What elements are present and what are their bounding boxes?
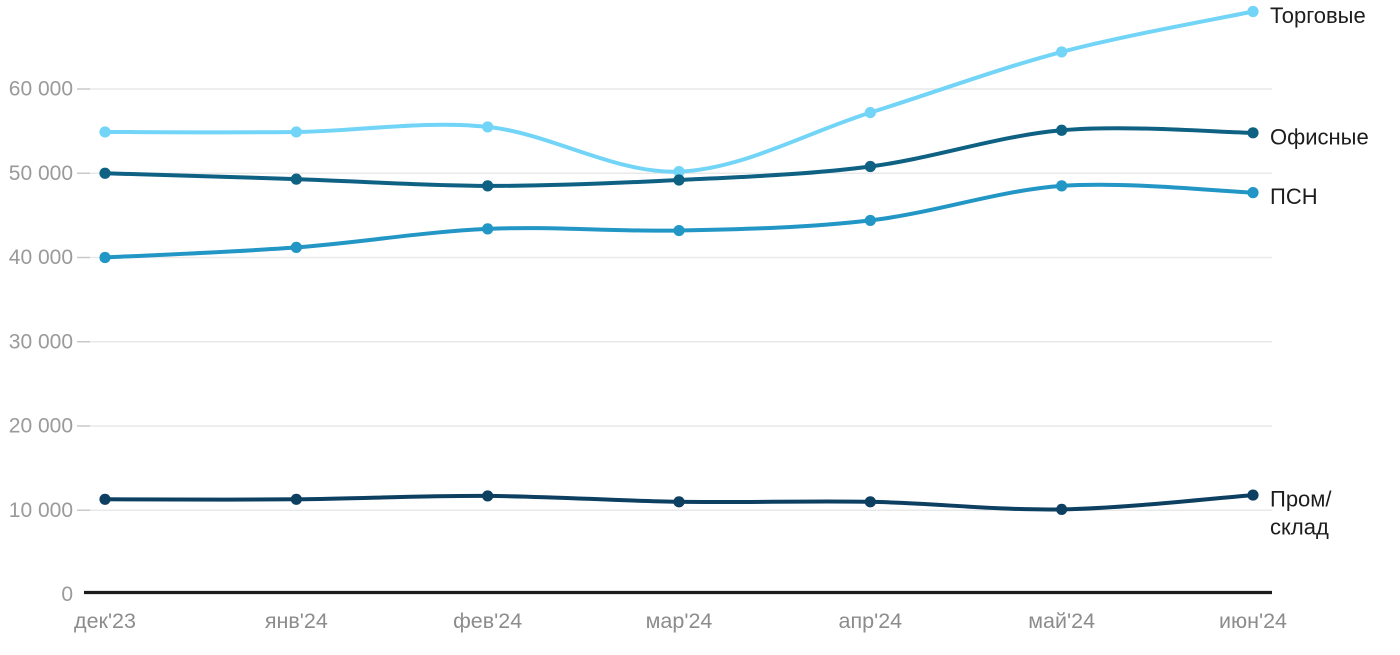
series-end-label: склад (1270, 515, 1329, 540)
y-tick-label: 60 000 (9, 78, 73, 101)
series-line (103, 9, 1255, 174)
series-data-point[interactable] (864, 214, 876, 227)
series-data-point[interactable] (99, 251, 111, 264)
series-data-point[interactable] (1247, 127, 1259, 139)
series-data-point[interactable] (673, 174, 685, 186)
series-data-point[interactable] (1056, 503, 1068, 516)
y-tick-label: 0 (61, 583, 73, 606)
y-tick-label: 30 000 (9, 330, 73, 353)
series-data-point[interactable] (673, 496, 685, 508)
series-data-point[interactable] (482, 180, 494, 192)
series-data-point[interactable] (99, 126, 111, 138)
gridlines-group (77, 88, 1272, 511)
series-end-label: Пром/ (1270, 487, 1332, 512)
series-data-point[interactable] (290, 126, 302, 138)
series-data-point[interactable] (1247, 5, 1259, 18)
series-data-point[interactable] (482, 490, 494, 502)
series-data-point[interactable] (290, 241, 302, 253)
x-tick-label: апр'24 (839, 609, 903, 633)
x-axis-labels-group: дек'23 янв'24 фев'24 мар'24 апр'24 май'24 июн'… (74, 609, 1287, 633)
series-data-point[interactable] (99, 167, 111, 179)
x-tick-label: фев'24 (453, 609, 522, 633)
series-data-point[interactable] (1247, 489, 1259, 501)
series-end-label: ПСН (1270, 184, 1318, 209)
series-3-group: ПСН (99, 180, 1318, 264)
x-tick-label: дек'23 (74, 609, 136, 633)
series-data-point[interactable] (673, 165, 685, 178)
series-data-point[interactable] (99, 493, 111, 505)
series-data-point[interactable] (673, 224, 685, 237)
series-data-point[interactable] (864, 496, 876, 508)
series-data-point[interactable] (1247, 187, 1259, 199)
series-data-point[interactable] (864, 106, 876, 119)
series-data-point[interactable] (482, 121, 494, 133)
series-data-point[interactable] (290, 173, 302, 185)
x-tick-label: янв'24 (265, 609, 328, 633)
x-tick-label: май'24 (1028, 609, 1095, 633)
series-4-group: Пром/склад (99, 487, 1332, 540)
series-1-group: Торговые (99, 3, 1366, 178)
y-tick-label: 50 000 (9, 162, 73, 185)
series-line (103, 182, 1255, 260)
series-data-point[interactable] (290, 493, 302, 505)
x-tick-label: мар'24 (646, 609, 713, 633)
series-data-point[interactable] (1056, 46, 1068, 58)
y-tick-label: 10 000 (9, 499, 73, 522)
y-tick-label: 40 000 (9, 246, 73, 269)
series-2-group: Офисные (99, 124, 1369, 192)
series-end-label: Офисные (1270, 124, 1369, 149)
x-tick-label: июн'24 (1219, 609, 1287, 633)
y-tick-label: 20 000 (9, 415, 73, 438)
series-data-point[interactable] (482, 223, 494, 235)
series-data-point[interactable] (864, 160, 876, 173)
y-axis-labels-group: 0 10 000 20 000 30 000 40 000 50 000 60 000 (9, 78, 73, 607)
series-end-label: Торговые (1270, 3, 1366, 28)
series-data-point[interactable] (1056, 180, 1068, 192)
series-data-point[interactable] (1056, 124, 1068, 136)
